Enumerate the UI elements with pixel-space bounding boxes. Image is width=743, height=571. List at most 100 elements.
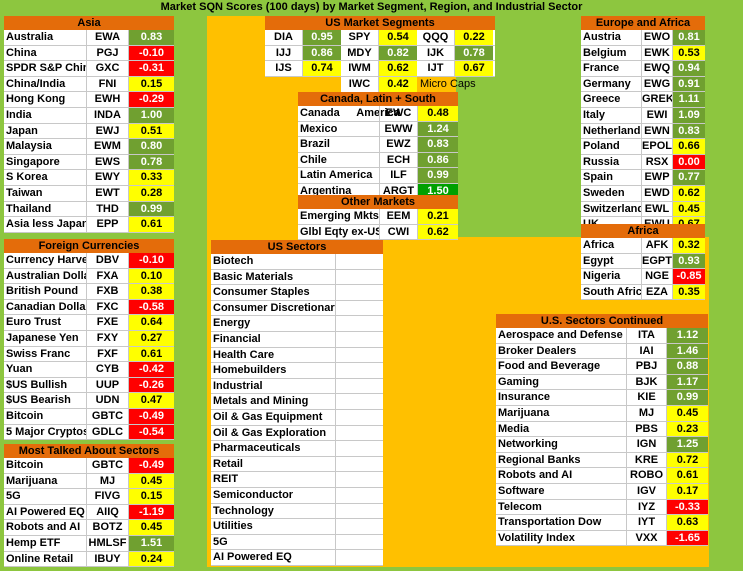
- name-cell: China: [4, 45, 87, 61]
- name-cell: Russia: [581, 154, 642, 170]
- name-cell: Japanese Yen: [4, 330, 87, 346]
- name-cell: Switzerland: [583, 201, 642, 217]
- table-row: Germany EWG 0.91: [581, 76, 705, 93]
- score-cell: 0.99: [418, 168, 458, 183]
- table-title: Most Talked About Sectors: [4, 444, 174, 458]
- ticker-cell: UDN: [87, 393, 129, 408]
- score-cell: -1.65: [667, 530, 708, 546]
- page-title: Market SQN Scores (100 days) by Market S…: [160, 1, 583, 13]
- name-cell: Financial: [211, 331, 336, 347]
- name-cell: Volatility Index: [496, 530, 627, 546]
- name-cell: Netherlands: [583, 123, 642, 139]
- score-cell: 0.62: [673, 185, 705, 201]
- name-cell: Oil & Gas Equipment: [211, 409, 336, 425]
- table-row: Robots and AI BOTZ 0.45: [4, 520, 174, 536]
- name-cell: France: [581, 61, 642, 76]
- ticker-cell: ECH: [380, 152, 418, 168]
- name-cell: Health Care: [211, 347, 336, 363]
- name-cell: Argentina: [298, 183, 380, 199]
- table-row: Asia less Japan EPP 0.61: [4, 217, 174, 233]
- ticker-cell: IJJ: [265, 45, 303, 61]
- name-cell: Retail: [211, 456, 336, 472]
- table-row: Spain EWP 0.77: [581, 170, 705, 186]
- ticker-cell: EWL: [642, 201, 673, 217]
- score-cell: 0.78: [129, 154, 174, 170]
- table-row: Software IGV 0.17: [496, 483, 708, 500]
- ticker-cell: IAI: [627, 343, 667, 359]
- score-cell: -0.42: [129, 362, 174, 377]
- table-row: Latin America ILF 0.99: [298, 168, 458, 184]
- score-cell: -0.54: [129, 424, 174, 440]
- name-cell: SPDR S&P China: [6, 61, 87, 76]
- score-cell: 0.38: [129, 284, 174, 299]
- ticker-cell: EWS: [87, 154, 129, 170]
- table-row: Robots and AI ROBO 0.61: [496, 468, 708, 484]
- name-cell: Energy: [211, 316, 336, 331]
- name-cell: Canada: [298, 106, 380, 121]
- table-row: 5G FIVG 0.15: [4, 489, 174, 505]
- table-row: Metals and MiningXME: [211, 394, 492, 410]
- segment-label: Micro Caps: [420, 77, 476, 90]
- us-sector-cells: Health CareIYH: [211, 347, 383, 364]
- ticker-cell: IGV: [627, 483, 667, 499]
- table-row: Euro Trust FXE 0.64: [4, 315, 174, 331]
- name-cell: REIT: [211, 472, 336, 487]
- score-cell: 0.15: [129, 76, 174, 92]
- ticker-cell: IJK: [417, 45, 455, 61]
- table-row: Marijuana MJ 0.45: [4, 473, 174, 490]
- name-cell: Consumer Discretionary: [213, 300, 336, 316]
- table-row: Singapore EWS 0.78: [4, 154, 174, 171]
- table-row: IndustrialXLI: [211, 378, 492, 395]
- table-title: Canada, Latin + South America: [298, 92, 458, 119]
- name-cell: Spain: [581, 170, 642, 185]
- name-cell: Currency Harvest: [6, 253, 87, 268]
- ticker-cell: AFK: [642, 238, 673, 253]
- table-row: Health CareIYH: [211, 347, 492, 364]
- score-cell: 0.88: [667, 359, 708, 374]
- table-asia: Asia Australia EWA 0.83 China PGJ -0.10 SPDR S&…: [4, 16, 174, 233]
- score-cell: 0.61: [129, 217, 174, 232]
- ticker-cell: EPP: [87, 217, 129, 232]
- ticker-cell: MJ: [627, 405, 667, 421]
- table-row: Egypt EGPT 0.93: [581, 253, 705, 270]
- table-row: Poland EPOL 0.66: [581, 139, 705, 155]
- name-cell: AI Powered EQ: [4, 504, 87, 520]
- table-row: Sweden EWD 0.62: [581, 185, 705, 202]
- ticker-cell: FXF: [87, 346, 129, 362]
- ticker-cell: NGE: [642, 269, 673, 284]
- score-cell: 0.62: [418, 224, 458, 240]
- score-cell: 0.10: [129, 268, 174, 284]
- name-cell: Singapore: [4, 154, 87, 170]
- table-row: Gaming BJK 1.17: [496, 374, 708, 391]
- table-row: $US Bullish UUP -0.26: [4, 377, 174, 394]
- table-row: British Pound FXB 0.38: [4, 284, 174, 300]
- name-cell: Pharmaceuticals: [211, 441, 336, 456]
- us-sector-cells: PharmaceuticalsIHE: [211, 441, 383, 457]
- table-row: Transportation Dow IYT 0.63: [496, 515, 708, 531]
- ticker-cell: DBV: [87, 253, 129, 268]
- table-row: Volatility Index VXX -1.65: [496, 530, 708, 547]
- table-row: AI Powered EQ AIIQ -1.19: [4, 504, 174, 521]
- score-cell: 0.45: [129, 520, 174, 535]
- name-cell: $US Bullish: [4, 377, 87, 393]
- score-cell: 0.21: [418, 209, 458, 224]
- us-sector-cells: REITRWR: [211, 472, 383, 488]
- score-cell: 0.78: [455, 45, 493, 61]
- table-row: Brazil EWZ 0.83: [298, 137, 458, 153]
- score-cell: 0.77: [673, 170, 705, 185]
- ticker-cell: CWI: [380, 224, 418, 240]
- table-row: IJS 0.74 IWM 0.62 IJT 0.67: [265, 61, 495, 77]
- score-cell: -0.49: [129, 458, 174, 473]
- name-cell: Marijuana: [4, 473, 87, 489]
- name-cell: Swiss Franc: [4, 346, 87, 362]
- us-sector-cells: 5GFiVG: [211, 534, 383, 551]
- name-cell: Sweden: [581, 185, 642, 201]
- ticker-cell: GDLC: [87, 424, 129, 440]
- table-row: SemiconductorSMH: [211, 487, 492, 504]
- table-row: Food and Beverage PBJ 0.88: [496, 359, 708, 375]
- score-cell: 0.74: [303, 61, 341, 76]
- name-cell: Marijuana: [496, 405, 627, 421]
- score-cell: 0.33: [129, 170, 174, 185]
- ticker-cell: AIIQ: [87, 504, 129, 520]
- table-row: HomebuildersITB: [211, 363, 492, 379]
